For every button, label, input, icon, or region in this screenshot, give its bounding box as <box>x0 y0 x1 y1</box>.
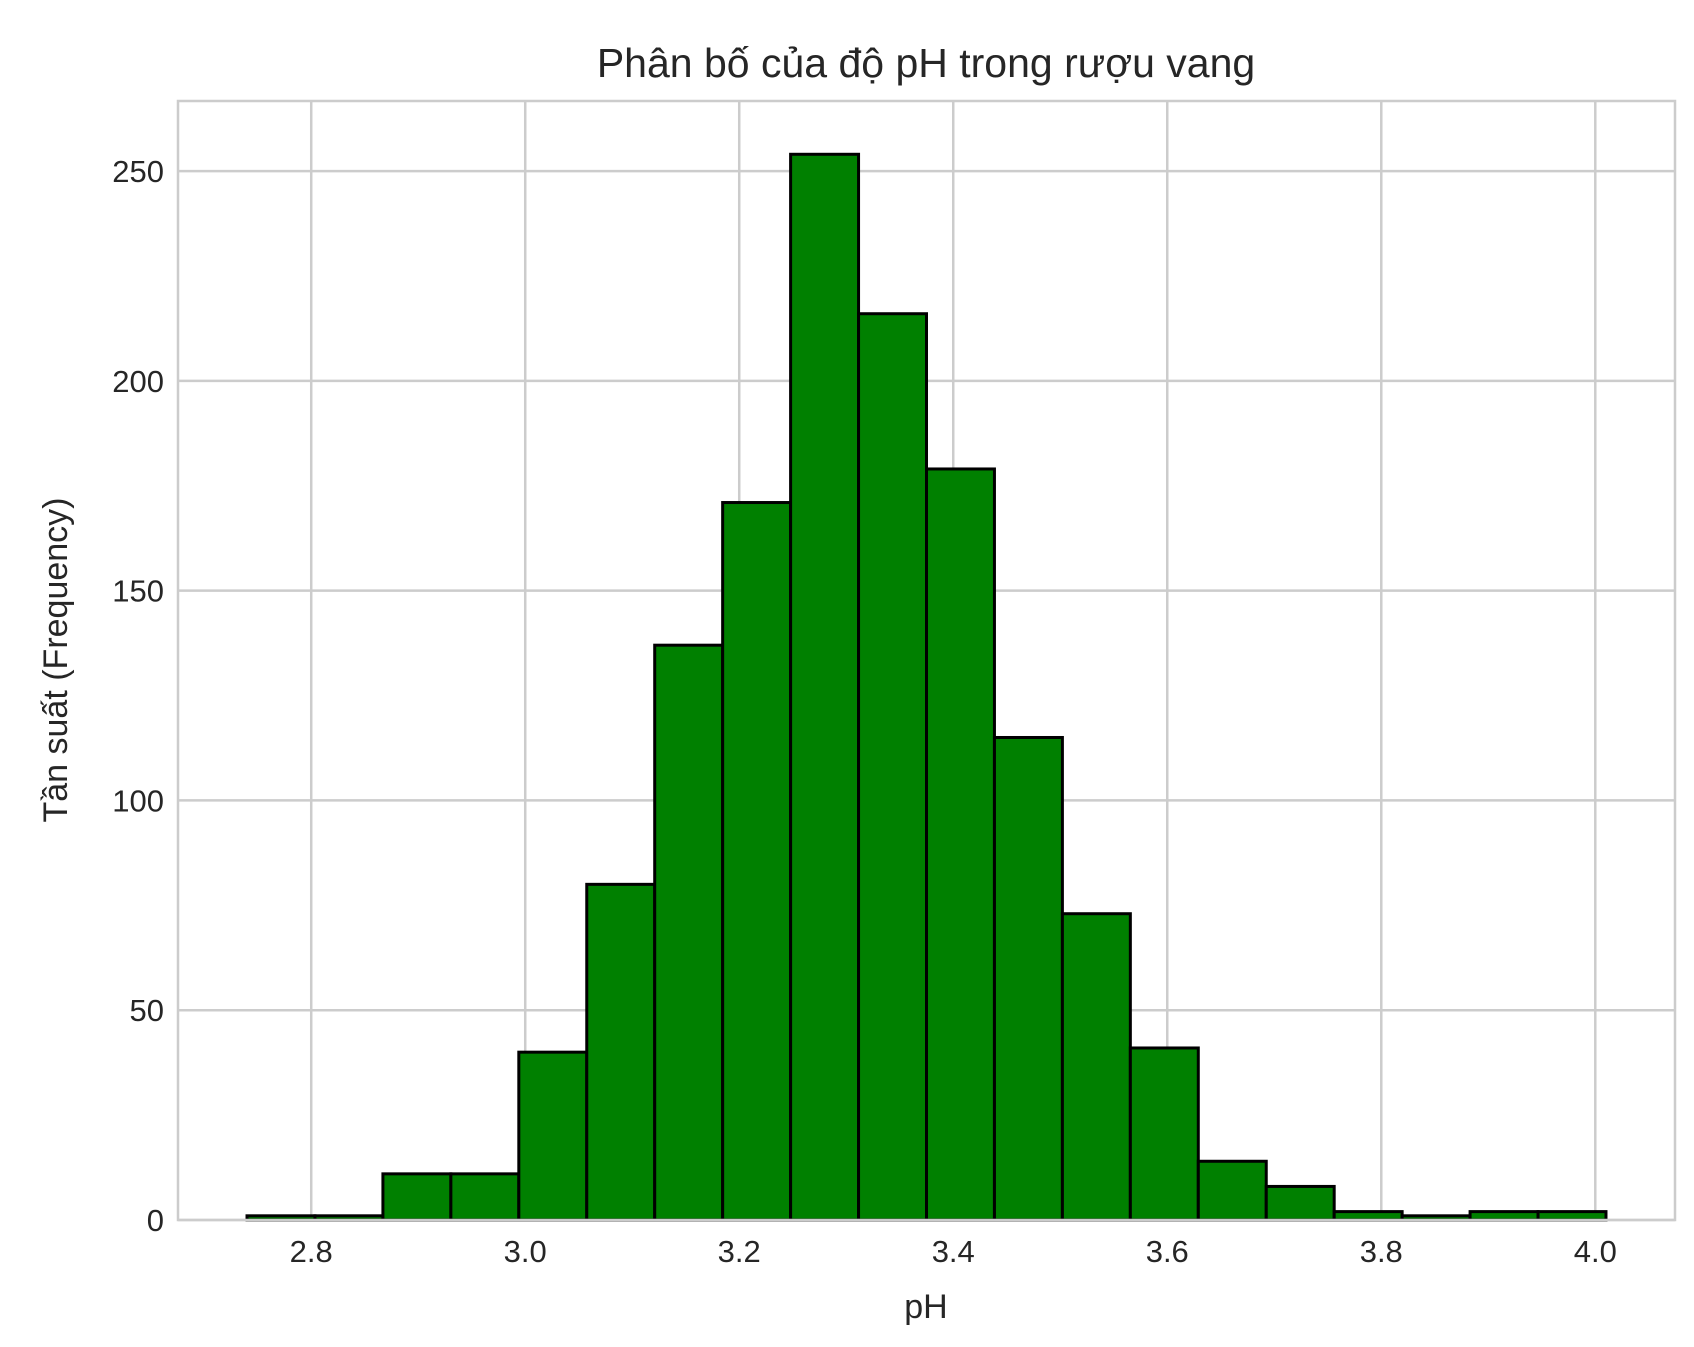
grid <box>178 101 1675 1222</box>
x-tick-label: 3.0 <box>504 1234 547 1269</box>
histogram-bar <box>585 882 657 1222</box>
y-tick-label: 150 <box>112 574 164 609</box>
y-axis-ticks: 0 50 100 150 200 250 <box>112 154 164 1238</box>
x-tick-label: 3.6 <box>1146 1234 1189 1269</box>
plot-frame <box>176 99 1677 1222</box>
y-tick-label: 100 <box>112 783 164 818</box>
y-tick-label: 0 <box>147 1203 164 1238</box>
x-tick-label: 3.4 <box>932 1234 975 1269</box>
y-tick-label: 50 <box>130 993 164 1028</box>
x-tick-label: 2.8 <box>290 1234 333 1269</box>
x-tick-label: 3.8 <box>1360 1234 1403 1269</box>
y-tick-label: 250 <box>112 154 164 189</box>
histogram-bar <box>1264 1184 1336 1222</box>
y-axis-label: Tần suất (Frequency) <box>37 497 75 822</box>
histogram-bar <box>925 467 996 1222</box>
histogram-bar <box>449 1172 521 1222</box>
chart-title: Phân bố của độ pH trong rượu vang <box>597 40 1255 86</box>
histogram-bar <box>517 1050 589 1222</box>
histogram-bar <box>1196 1159 1268 1222</box>
histogram-bar <box>1468 1210 1540 1222</box>
histogram-bar <box>1128 1046 1200 1222</box>
histogram-bar <box>721 501 793 1222</box>
histogram-bar <box>1332 1210 1404 1222</box>
x-axis-label: pH <box>904 1288 947 1326</box>
histogram-bar <box>789 152 861 1222</box>
x-tick-label: 4.0 <box>1574 1234 1617 1269</box>
histogram-bar <box>653 643 725 1222</box>
histogram-bars <box>245 152 1608 1222</box>
x-axis-ticks: 2.8 3.0 3.2 3.4 3.6 3.8 4.0 <box>290 1234 1617 1269</box>
histogram-bar <box>1536 1210 1608 1222</box>
y-tick-label: 200 <box>112 364 164 399</box>
x-tick-label: 3.2 <box>718 1234 761 1269</box>
histogram-bar <box>1060 912 1132 1222</box>
histogram-bar <box>857 312 928 1222</box>
histogram-bar <box>381 1172 453 1222</box>
histogram-bar <box>992 735 1064 1222</box>
